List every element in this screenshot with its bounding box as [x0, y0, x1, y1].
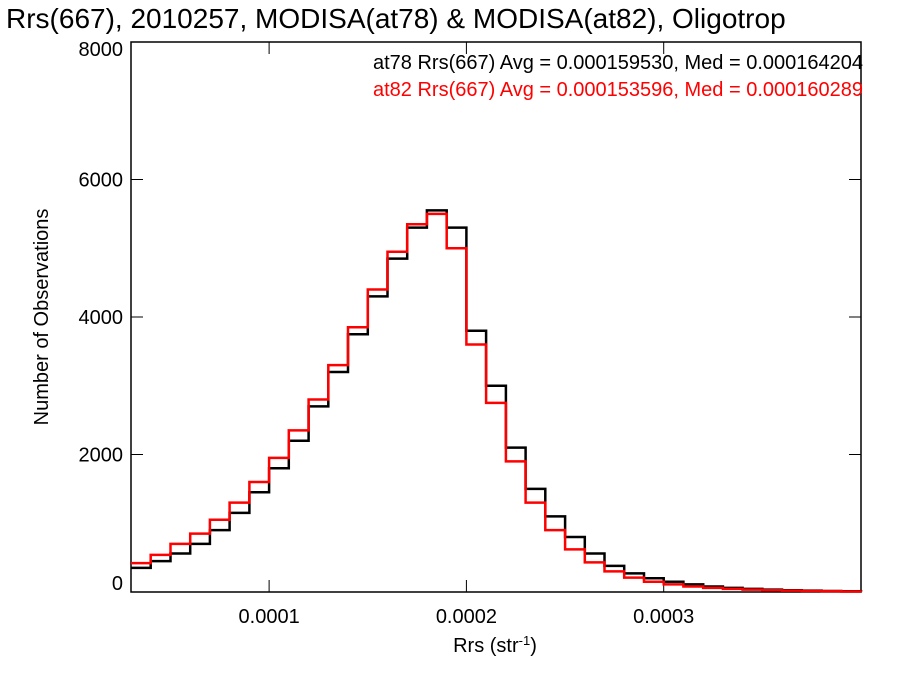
x-tick-label: 0.0002	[436, 606, 497, 628]
x-axis-label: Rrs (str-1)	[453, 633, 537, 658]
y-tick-label: 4000	[79, 307, 124, 329]
legend: at78 Rrs(667) Avg = 0.000159530, Med = 0…	[373, 52, 863, 101]
x-tick-label: 0.0003	[633, 606, 694, 628]
plot-area: 0.0001 0.0002 0.0003 0 2000 4000 6000 8000	[79, 39, 863, 628]
y-tick-label: 8000	[79, 39, 124, 61]
series-line-at82	[131, 212, 863, 593]
legend-entry-at82: at82 Rrs(667) Avg = 0.000153596, Med = 0…	[373, 79, 863, 101]
plot-frame	[130, 41, 862, 593]
series-group	[131, 209, 863, 593]
y-axis-label: Number of Observations	[31, 209, 53, 426]
chart-title: Rrs(667), 2010257, MODISA(at78) & MODISA…	[6, 3, 786, 34]
axis-ticks	[131, 41, 861, 593]
series-line-at78	[131, 209, 863, 593]
y-tick-label: 2000	[79, 445, 124, 467]
axis-tick-labels: 0.0001 0.0002 0.0003 0 2000 4000 6000 8000	[79, 39, 695, 628]
legend-entry-at78: at78 Rrs(667) Avg = 0.000159530, Med = 0…	[373, 52, 863, 74]
x-tick-label: 0.0001	[239, 606, 300, 628]
y-tick-label: 0	[112, 573, 123, 595]
y-tick-label: 6000	[79, 170, 124, 192]
